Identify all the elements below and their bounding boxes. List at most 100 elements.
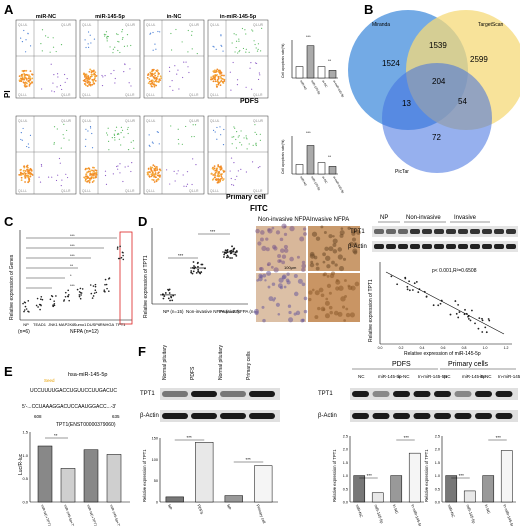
nucleus: [351, 237, 357, 242]
nucleus: [272, 298, 275, 302]
event-dot: [113, 133, 115, 135]
event-dot: [155, 166, 158, 169]
event-dot: [41, 29, 44, 31]
event-dot: [258, 72, 260, 74]
event-dot: [92, 179, 95, 182]
event-dot: [121, 38, 124, 40]
event-dot: [153, 72, 156, 75]
event-dot: [92, 169, 94, 172]
event-dot: [253, 40, 255, 42]
event-dot: [219, 75, 222, 78]
nucleus: [345, 312, 351, 318]
panel-b-letter: B: [364, 2, 373, 17]
event-dot: [223, 80, 226, 83]
event-dot: [66, 129, 68, 132]
event-dot: [95, 75, 98, 77]
data-point: [200, 263, 203, 266]
event-dot: [255, 133, 258, 135]
data-point: [67, 295, 69, 298]
nucleus: [279, 237, 284, 242]
event-dot: [118, 41, 120, 43]
nucleus: [283, 225, 287, 229]
data-point: [119, 257, 121, 260]
flow-plot-title: in-NC: [167, 14, 182, 20]
venn-diagram: [348, 10, 520, 173]
data-point: [39, 308, 41, 311]
event-dot: [212, 178, 215, 180]
event-dot: [232, 61, 234, 64]
event-dot: [157, 81, 160, 83]
event-dot: [50, 63, 52, 65]
flow-plot: Q1-UL Q1-UR Q1-LL Q1-LR: [207, 115, 269, 195]
bar-label: in-NC: [392, 504, 399, 515]
data-point: [408, 280, 411, 283]
event-dot: [116, 133, 119, 135]
event-dot: [237, 136, 239, 138]
nucleus: [259, 237, 264, 242]
panel-d-letter: D: [138, 214, 147, 229]
wb-col-label: Normal pituitary: [218, 344, 224, 380]
nucleus: [303, 296, 308, 301]
event-dot: [47, 176, 50, 178]
event-dot: [94, 79, 97, 82]
y-tick: 1.0: [343, 474, 348, 478]
blot-band: [454, 413, 472, 419]
ihc-title-noninvasive: Non-invasive NFPA: [258, 217, 310, 223]
event-dot: [157, 131, 159, 133]
event-dot: [217, 178, 220, 180]
event-dot: [117, 132, 119, 135]
event-dot: [159, 31, 161, 33]
nucleus: [318, 287, 324, 293]
event-dot: [220, 35, 222, 37]
seed-label: Seed: [44, 378, 55, 383]
event-dot: [20, 73, 23, 76]
sig-label: ***: [210, 229, 216, 234]
bar: [390, 475, 403, 503]
sig-label: ***: [496, 435, 502, 440]
event-dot: [28, 146, 30, 149]
quadrant-label: Q1-UL: [18, 23, 28, 27]
event-dot: [215, 74, 217, 77]
event-dot: [95, 171, 98, 174]
wb-row-label: TPT1: [318, 391, 333, 397]
event-dot: [31, 81, 33, 84]
event-dot: [213, 167, 216, 170]
event-dot: [220, 44, 222, 46]
event-dot: [212, 168, 215, 171]
event-dot: [59, 84, 62, 87]
event-dot: [23, 75, 26, 78]
data-point: [199, 272, 202, 275]
venn-count-miranda-pictar: 13: [402, 99, 411, 108]
data-point: [467, 317, 470, 320]
nucleus: [328, 305, 333, 310]
data-point: [481, 317, 483, 320]
event-dot: [147, 168, 150, 170]
nucleus: [308, 297, 312, 302]
y-tick: 1.5: [343, 461, 348, 465]
event-dot: [245, 33, 247, 35]
blot-band: [454, 391, 472, 397]
event-dot: [41, 50, 43, 52]
event-dot: [245, 135, 247, 137]
wb-col-label: miR-145-5p: [462, 374, 486, 379]
nucleus: [289, 225, 295, 232]
event-dot: [119, 163, 121, 165]
data-point: [411, 289, 414, 291]
blot-band: [249, 413, 275, 419]
event-dot: [217, 164, 220, 166]
data-point: [89, 284, 92, 286]
event-dot: [61, 88, 63, 91]
event-dot: [23, 72, 26, 75]
event-dot: [117, 165, 119, 167]
event-dot: [83, 80, 86, 82]
event-dot: [214, 131, 216, 133]
nucleus: [335, 279, 339, 283]
event-dot: [243, 137, 245, 139]
event-dot: [89, 127, 92, 129]
event-dot: [148, 80, 151, 83]
sig-label: ***: [306, 34, 311, 39]
event-dot: [117, 33, 119, 36]
quadrant-label: Q1-LR: [189, 189, 199, 193]
nucleus: [296, 255, 300, 259]
y-tick: 2.0: [343, 448, 348, 452]
